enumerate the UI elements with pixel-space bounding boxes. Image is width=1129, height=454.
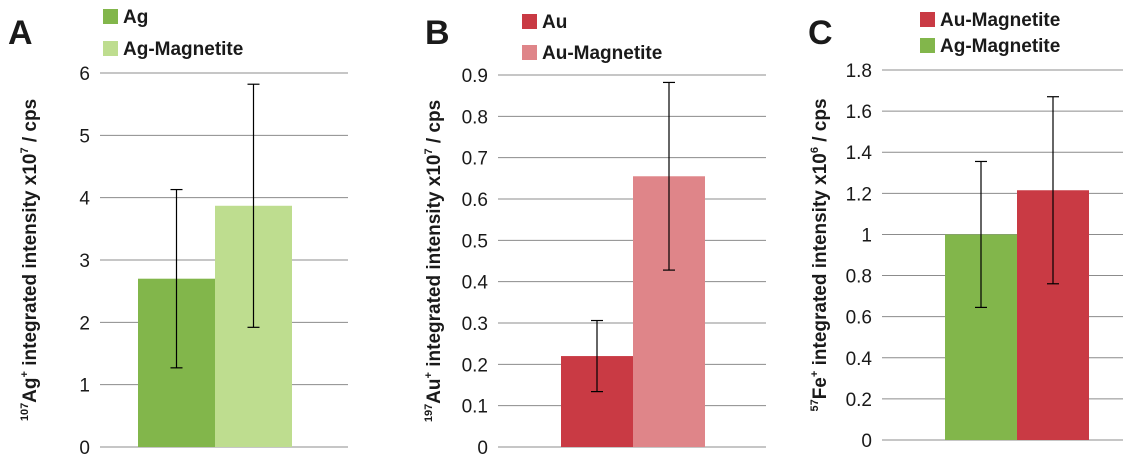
y-tick-label: 4 <box>79 189 90 210</box>
y-tick-label: 2 <box>79 313 90 334</box>
y-tick-label: 1.8 <box>846 61 872 82</box>
y-tick-label: 0.7 <box>462 149 488 170</box>
panel-label: A <box>8 14 33 52</box>
y-tick-label: 5 <box>79 126 90 147</box>
y-tick-label: 0.1 <box>462 397 488 418</box>
legend-swatch <box>522 14 537 29</box>
y-tick-label: 0.8 <box>846 267 872 288</box>
chart-panel-b: B 0 0.1 0.2 0.3 0.4 0.5 0.6 0.7 0.8 0.9 197Au+ inte… <box>423 12 766 454</box>
y-tick-label: 3 <box>79 251 90 272</box>
y-tick-label: 1 <box>79 376 90 397</box>
y-tick-label: 0.4 <box>462 273 489 294</box>
legend-swatch <box>920 38 935 53</box>
y-tick-label: 0.2 <box>846 390 872 411</box>
legend-swatch <box>522 45 537 60</box>
legend-label: Au <box>542 12 567 33</box>
y-tick-label: 0.6 <box>846 308 872 329</box>
chart-panel-a: A 0 1 2 3 4 5 6 107Ag+ integrated intensity x107… <box>8 7 348 454</box>
legend-swatch <box>920 12 935 27</box>
legend-label: Ag-Magnetite <box>940 36 1060 57</box>
y-tick-label: 1.6 <box>846 102 872 123</box>
y-tick-label: 1.2 <box>846 184 872 205</box>
y-tick-label: 0.2 <box>462 355 488 376</box>
y-tick-label: 0.9 <box>462 66 488 87</box>
y-axis-label: 107Ag+ integrated intensity x107 / cps <box>19 99 41 421</box>
y-tick-label: 0.3 <box>462 314 488 335</box>
y-tick-label: 0.4 <box>846 349 873 370</box>
panel-label: B <box>425 14 450 52</box>
y-tick-label: 0 <box>477 438 488 454</box>
legend-label: Au-Magnetite <box>542 43 662 64</box>
y-axis-label: 57Fe+ integrated intensity x106 / cps <box>809 98 831 411</box>
y-axis-label: 197Au+ integrated intensity x107 / cps <box>423 100 445 422</box>
legend-label: Ag-Magnetite <box>123 39 243 60</box>
y-tick-label: 0.6 <box>462 190 488 211</box>
legend-swatch <box>103 41 118 56</box>
panel-label: C <box>808 14 833 52</box>
chart-panel-c: C 0 0.2 0.4 0.6 0.8 1 1.2 1.4 1.6 1.8 57Fe+ integra… <box>808 10 1123 452</box>
y-tick-label: 0.8 <box>462 107 488 128</box>
y-tick-label: 0 <box>861 431 872 452</box>
legend-swatch <box>103 9 118 24</box>
y-tick-label: 0.5 <box>462 231 488 252</box>
y-tick-label: 0 <box>79 438 90 454</box>
legend-label: Ag <box>123 7 148 28</box>
legend-label: Au-Magnetite <box>940 10 1060 31</box>
y-tick-label: 1.4 <box>846 143 873 164</box>
y-tick-label: 1 <box>861 225 872 246</box>
y-tick-label: 6 <box>79 64 90 85</box>
